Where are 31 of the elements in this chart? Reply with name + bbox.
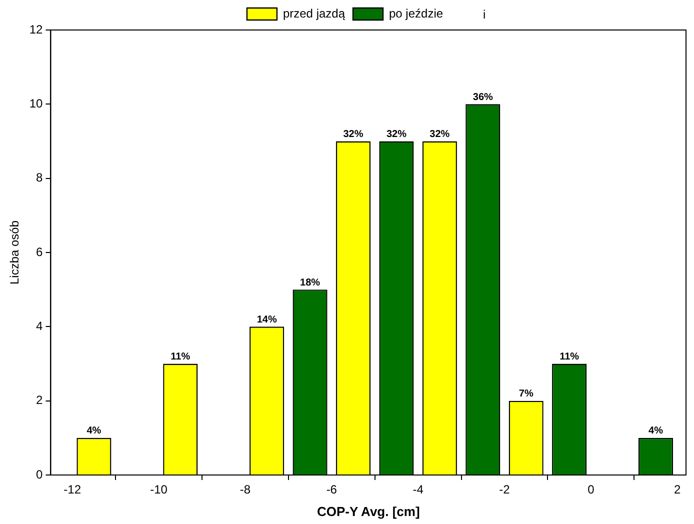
text: i (483, 7, 486, 22)
x-axis-title: COP-Y Avg. [cm] (316, 504, 420, 519)
annotation: 11% (170, 352, 190, 362)
x-tick-label: -4 (412, 482, 424, 497)
x-tick-label: -10 (150, 482, 168, 497)
annotation: 4% (86, 426, 102, 437)
annotation: 4% (648, 426, 664, 437)
y-tick-label: 0 (36, 467, 44, 482)
x-tick-label: 0 (588, 482, 595, 497)
y-axis-title: Liczba osób (8, 220, 22, 285)
annotation: 32% (386, 129, 407, 140)
y-tick-label: 4 (36, 318, 44, 333)
annotation: 32% (430, 129, 450, 140)
y-tick-label: 2 (36, 393, 44, 408)
annotation: 11% (560, 352, 580, 362)
y-tick-label: 8 (36, 170, 44, 185)
annotation: 36% (472, 92, 494, 103)
y-tick-label: 6 (36, 244, 44, 259)
x-tick-label: -8 (240, 482, 251, 497)
legend-label: przed jazdą (282, 6, 346, 20)
annotation: 14% (256, 314, 277, 326)
x-tick-label: -12 (64, 482, 82, 497)
legend-label: po jeździe (389, 6, 444, 20)
x-tick-label: -6 (326, 482, 338, 497)
annotation: 7% (518, 388, 534, 400)
x-tick-label: -2 (499, 482, 510, 497)
annotation: 32% (343, 129, 364, 140)
x-tick-label: 2 (674, 482, 682, 497)
y-tick-label: 10 (29, 96, 44, 110)
annotation: 18% (300, 277, 320, 288)
y-tick-label: 12 (29, 22, 44, 36)
